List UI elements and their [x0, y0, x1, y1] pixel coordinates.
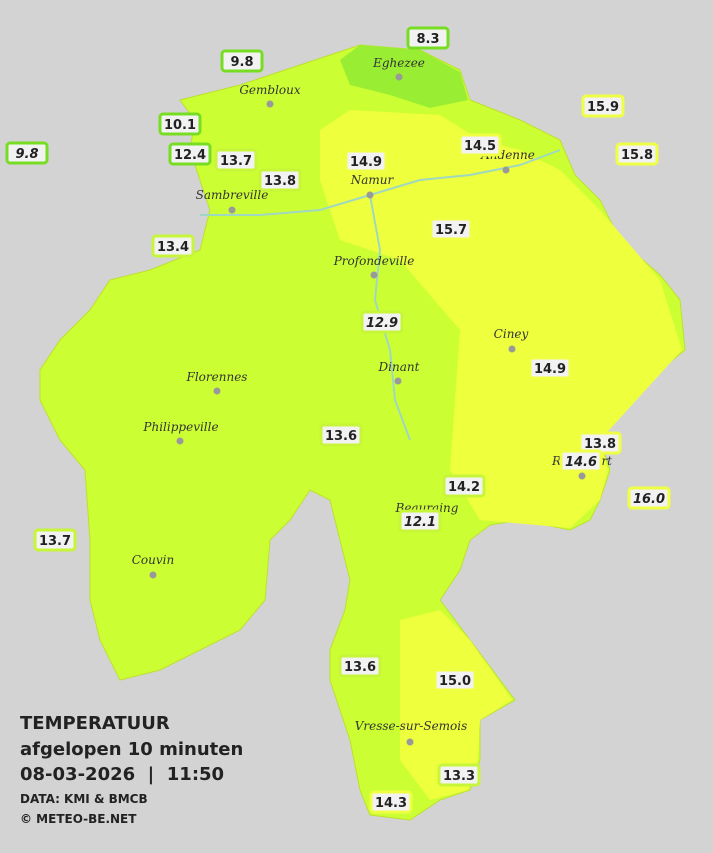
legend-source: DATA: KMI & BMCB: [20, 792, 148, 806]
station-temp: 13.7: [220, 154, 252, 169]
station-box: [168, 142, 212, 166]
station-temp: 12.4: [174, 148, 206, 163]
town-label: Florennes: [186, 370, 248, 384]
station-box: [220, 49, 264, 73]
town-label: Vresse-sur-Semois: [355, 719, 468, 733]
station-temp: 13.4: [157, 240, 189, 255]
town-dot: [266, 100, 274, 108]
cool-zone: [340, 45, 468, 108]
station-temp: 15.8: [621, 148, 653, 163]
station-temp: 9.8: [230, 55, 253, 70]
station-temp: 13.6: [344, 660, 376, 675]
town-dot: [578, 472, 586, 480]
town-dot: [366, 191, 374, 199]
town-dot: [213, 387, 221, 395]
station-temp: 14.6: [565, 455, 597, 470]
station-box: [360, 310, 404, 334]
town-dot: [370, 271, 378, 279]
station-box: [151, 234, 195, 258]
legend-period: afgelopen 10 minuten: [20, 739, 243, 760]
town-label: Philippeville: [142, 420, 218, 434]
station-temp: 10.1: [164, 118, 196, 133]
station-box: [528, 356, 572, 380]
station-box: [338, 654, 382, 678]
station-temp: 12.1: [404, 515, 436, 530]
legend-datetime: 08-03-2026 | 11:50: [20, 764, 224, 785]
station-temp: 16.0: [633, 492, 665, 507]
station-temp: 8.3: [416, 32, 439, 47]
town-label: Eghezee: [372, 56, 425, 70]
station-temp: 13.6: [325, 429, 357, 444]
town-dot: [502, 166, 510, 174]
warm-zone: [400, 610, 512, 800]
station-temp: 13.8: [264, 174, 296, 189]
station-box: [406, 26, 450, 50]
station-box: [258, 168, 302, 192]
town-label: Couvin: [132, 553, 174, 567]
town-label: Dinant: [378, 360, 420, 374]
station-box: [429, 217, 473, 241]
station-temp: 15.7: [435, 223, 467, 238]
legend-copyright: © METEO-BE.NET: [20, 812, 137, 826]
station-box: [627, 486, 671, 510]
station-temp: 12.9: [366, 316, 398, 331]
station-temp: 14.9: [350, 155, 382, 170]
station-temp: 13.8: [584, 437, 616, 452]
town-label: Namur: [350, 173, 395, 187]
river: [200, 149, 561, 216]
station-box: [458, 133, 502, 157]
station-temp: 15.0: [439, 674, 471, 689]
station-temp: 9.8: [15, 147, 38, 162]
station-box: [442, 474, 486, 498]
town-label: Profondeville: [333, 254, 415, 268]
town-dot: [508, 345, 516, 353]
station-temp: 13.3: [443, 769, 475, 784]
station-temp: 14.3: [375, 796, 407, 811]
town-dot: [176, 437, 184, 445]
town-dot: [406, 738, 414, 746]
station-box: [437, 763, 481, 787]
station-box: [158, 112, 202, 136]
station-temp: 14.2: [448, 480, 480, 495]
station-box: [581, 94, 625, 118]
town-label: Gembloux: [239, 83, 301, 97]
station-box: [615, 142, 659, 166]
station-box: [559, 449, 603, 473]
station-box: [433, 668, 477, 692]
town-dot: [395, 73, 403, 81]
town-label: Ciney: [494, 327, 529, 341]
legend-title: TEMPERATUUR: [20, 713, 170, 734]
station-temp: 14.9: [534, 362, 566, 377]
station-box: [344, 149, 388, 173]
warm-zone: [320, 110, 682, 528]
town-dot: [394, 377, 402, 385]
station-box: [369, 790, 413, 814]
station-box: [319, 423, 363, 447]
town-dot: [149, 571, 157, 579]
station-temp: 14.5: [464, 139, 496, 154]
station-box: [33, 528, 77, 552]
station-box: [5, 141, 49, 165]
station-temp: 15.9: [587, 100, 619, 115]
town-dot: [228, 206, 236, 214]
station-box: [398, 509, 442, 533]
town-label: Sambreville: [196, 188, 269, 202]
station-box: [214, 148, 258, 172]
station-temp: 13.7: [39, 534, 71, 549]
